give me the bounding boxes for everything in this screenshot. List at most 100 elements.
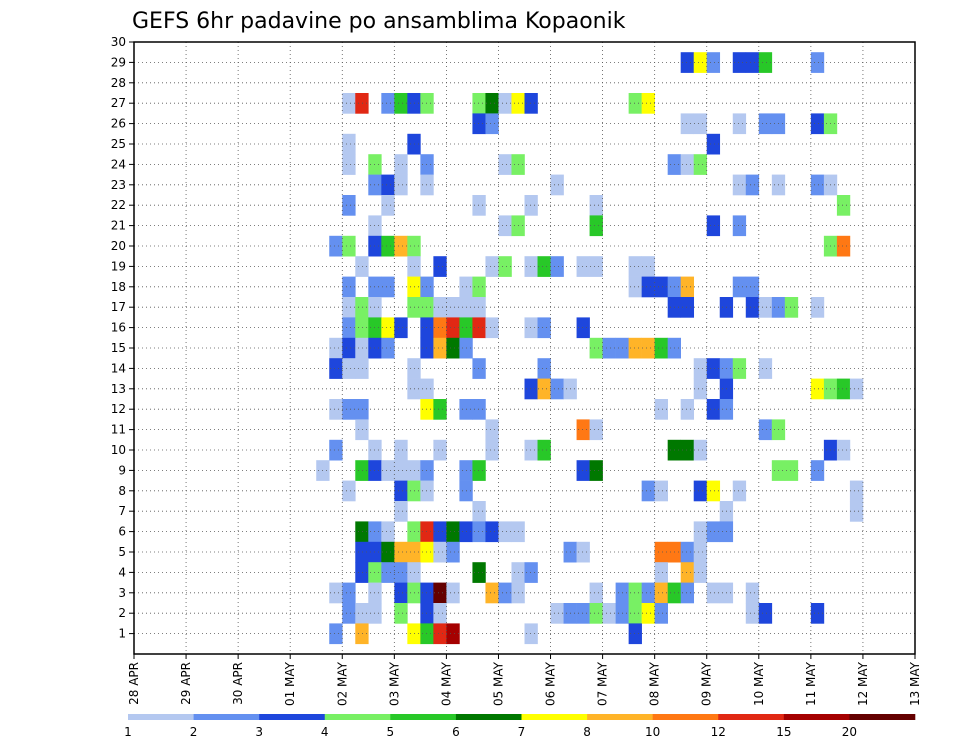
- heatmap-cell: [381, 276, 395, 298]
- heatmap-cell: [355, 562, 369, 583]
- x-tick-label: 29 APR: [179, 662, 193, 705]
- heatmap-cell: [537, 358, 551, 379]
- x-tick-label: 12 MAY: [856, 661, 870, 706]
- heatmap-cell: [680, 582, 695, 604]
- heatmap-cell: [589, 603, 603, 624]
- heatmap-cell: [472, 195, 486, 216]
- heatmap-cell: [342, 297, 356, 318]
- heatmap-cell: [602, 603, 616, 624]
- heatmap-cell: [498, 215, 512, 237]
- colorbar-swatch: [324, 714, 391, 720]
- heatmap-cell: [433, 439, 447, 461]
- heatmap-cell: [732, 113, 747, 135]
- heatmap-cell: [394, 174, 408, 196]
- heatmap-cell: [745, 174, 760, 196]
- heatmap-cell: [641, 337, 655, 359]
- x-tick-label: 09 MAY: [700, 661, 714, 706]
- y-tick-label: 17: [111, 300, 126, 314]
- heatmap-cell: [472, 501, 486, 522]
- heatmap-cell: [420, 297, 434, 318]
- heatmap-cell: [758, 358, 773, 379]
- heatmap-cell: [420, 174, 434, 196]
- heatmap-cell: [680, 562, 695, 583]
- heatmap-cell: [355, 93, 369, 114]
- heatmap-cell: [472, 276, 486, 298]
- heatmap-cell: [355, 623, 369, 645]
- heatmap-cell: [693, 113, 708, 135]
- heatmap-cell: [589, 460, 603, 481]
- heatmap-cell: [381, 562, 395, 583]
- heatmap-cell: [524, 256, 538, 277]
- heatmap-cell: [446, 582, 460, 604]
- heatmap-cell: [446, 317, 460, 339]
- colorbar-label: 15: [776, 725, 791, 739]
- heatmap-cell: [758, 419, 773, 441]
- y-tick-label: 7: [118, 504, 126, 518]
- heatmap-cell: [394, 154, 408, 175]
- y-axis-ticks: 1234567891011121314151617181920212223242…: [111, 35, 134, 641]
- heatmap-cell: [381, 337, 395, 359]
- heatmap-cell: [628, 603, 642, 624]
- heatmap-cell: [472, 399, 486, 420]
- heatmap-cell: [446, 541, 460, 563]
- heatmap-cell: [355, 297, 369, 318]
- colorbar: 1 2 3 4 5 6 7 8 10 12 15 20: [124, 714, 916, 739]
- heatmap-cell: [576, 256, 590, 277]
- heatmap-cell: [680, 52, 695, 73]
- heatmap-cell: [472, 562, 486, 583]
- heatmap-cell: [654, 603, 668, 624]
- heatmap-cell: [394, 93, 408, 114]
- heatmap-cell: [472, 521, 486, 543]
- y-tick-label: 25: [111, 137, 126, 151]
- heatmap-cell: [524, 439, 538, 461]
- heatmap-cell: [693, 439, 708, 461]
- heatmap-cell: [420, 623, 434, 645]
- heatmap-cell: [524, 562, 538, 583]
- heatmap-cell: [758, 52, 773, 73]
- heatmap-cell: [381, 235, 395, 257]
- heatmap-cell: [355, 358, 369, 379]
- heatmap-cell: [745, 297, 760, 318]
- x-tick-label: 04 MAY: [439, 661, 453, 706]
- colorbar-swatch: [128, 714, 194, 720]
- heatmap-cell: [810, 460, 825, 481]
- heatmap-cell: [758, 113, 773, 135]
- y-tick-label: 21: [111, 219, 126, 233]
- heatmap-cell: [381, 174, 395, 196]
- colorbar-swatch: [521, 714, 588, 720]
- heatmap-cell: [654, 276, 668, 298]
- y-tick-label: 24: [111, 157, 126, 171]
- heatmap-cell: [394, 235, 408, 257]
- heatmap-cell: [745, 52, 760, 73]
- heatmap-cell: [342, 358, 356, 379]
- y-tick-label: 22: [111, 198, 126, 212]
- heatmap-cell: [524, 195, 538, 216]
- heatmap-cell: [394, 460, 408, 481]
- colorbar-label: 3: [255, 725, 263, 739]
- heatmap-cell: [732, 276, 747, 298]
- heatmap-cell: [550, 378, 564, 400]
- x-axis-ticks: 28 APR 29 APR 30 APR 01 MAY 02 MAY 03 MAY 04 M…: [127, 654, 922, 706]
- heatmap-cell: [732, 358, 747, 379]
- heatmap-cell: [589, 419, 603, 441]
- heatmap-cell: [420, 603, 434, 624]
- heatmap-cell: [446, 297, 460, 318]
- heatmap-cell: [355, 460, 369, 481]
- heatmap-cell: [810, 52, 825, 73]
- colorbar-label: 5: [387, 725, 395, 739]
- heatmap-cell: [485, 439, 499, 461]
- y-tick-label: 14: [111, 361, 126, 375]
- x-tick-label: 10 MAY: [752, 661, 766, 706]
- heatmap-cell: [641, 480, 655, 502]
- heatmap-cell: [485, 582, 499, 604]
- heatmap-cell: [420, 521, 434, 543]
- heatmap-cell: [589, 256, 603, 277]
- heatmap-cell: [654, 337, 668, 359]
- y-tick-label: 13: [111, 382, 126, 396]
- y-tick-label: 16: [111, 321, 126, 335]
- heatmap-cell: [355, 603, 369, 624]
- y-tick-label: 4: [118, 565, 126, 579]
- heatmap-cell: [706, 215, 721, 237]
- heatmap-cell: [693, 154, 708, 175]
- heatmap-cell: [394, 480, 408, 502]
